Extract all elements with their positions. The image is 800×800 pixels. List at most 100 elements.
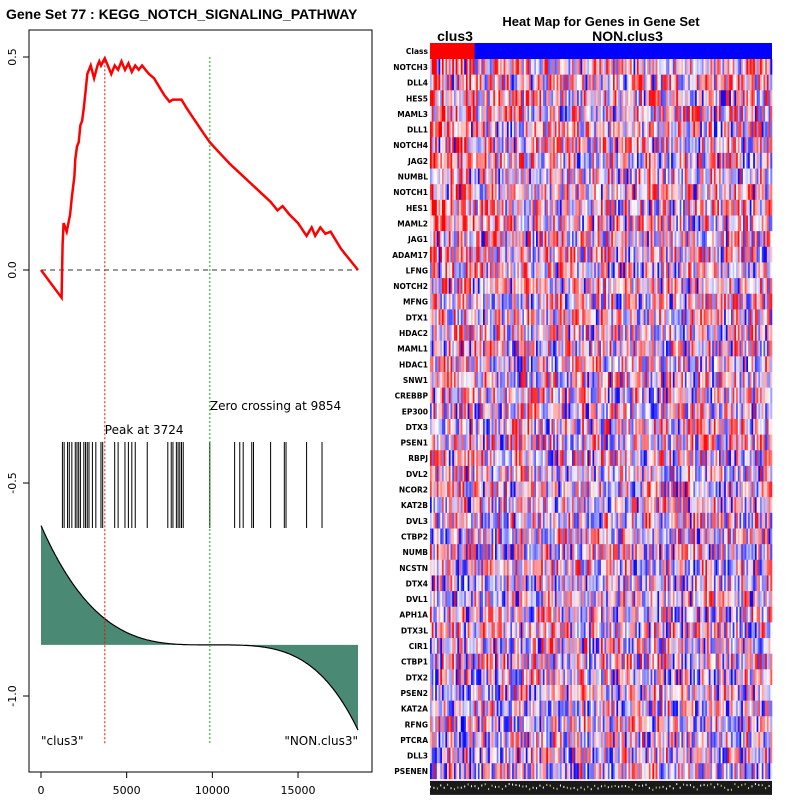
heatmap-cell: [539, 309, 542, 326]
heatmap-cell: [503, 121, 506, 138]
heatmap-cell: [573, 246, 576, 263]
heatmap-cell: [640, 137, 643, 154]
heatmap-cell: [512, 59, 515, 75]
heatmap-cell: [431, 309, 434, 326]
heatmap-cell: [768, 356, 771, 373]
heatmap-cell: [748, 356, 751, 373]
heatmap-cell: [756, 246, 759, 263]
heatmap-cell: [438, 105, 441, 122]
heatmap-cell: [611, 168, 614, 185]
heatmap-cell: [722, 262, 725, 279]
heatmap-cell: [715, 372, 718, 388]
heatmap-cell: [655, 372, 658, 388]
heatmap-cell: [660, 403, 663, 420]
heatmap-cell: [652, 246, 655, 263]
heatmap-cell: [614, 356, 617, 373]
heatmap-cell: [698, 403, 701, 420]
heatmap-cell: [614, 372, 617, 388]
heatmap-cell: [549, 137, 552, 154]
heatmap-cell: [760, 325, 763, 341]
heatmap-cell: [471, 262, 474, 279]
heatmap-cell: [534, 105, 537, 122]
heatmap-cell: [467, 184, 470, 201]
heatmap-cell: [536, 137, 539, 154]
heatmap-cell: [503, 231, 506, 248]
heatmap-cell: [498, 278, 501, 295]
heatmap-cell: [720, 59, 723, 75]
heatmap-cell: [590, 356, 593, 373]
heatmap-cell: [532, 184, 535, 201]
heatmap-cell: [580, 105, 583, 122]
heatmap-cell: [715, 403, 718, 420]
heatmap-cell: [512, 356, 515, 373]
heatmap-cell: [430, 372, 433, 388]
heatmap-cell: [566, 293, 569, 310]
heatmap-cell: [718, 293, 721, 310]
heatmap-cell: [654, 403, 657, 420]
heatmap-cell: [633, 340, 636, 357]
heatmap-cell: [679, 59, 682, 75]
heatmap-cell: [712, 231, 715, 248]
heatmap-cell: [563, 59, 566, 75]
heatmap-cell: [590, 152, 593, 169]
heatmap-cell: [436, 90, 439, 107]
heatmap-cell: [722, 293, 725, 310]
heatmap-cell: [450, 199, 453, 216]
heatmap-cell: [751, 184, 754, 201]
heatmap-cell: [529, 434, 532, 451]
heatmap-cell: [696, 293, 699, 310]
heatmap-cell: [599, 184, 602, 201]
heatmap-cell: [630, 152, 633, 169]
heatmap-cell: [558, 246, 561, 263]
heatmap-cell: [758, 231, 761, 248]
heatmap-cell: [496, 278, 499, 295]
heatmap-cell: [575, 105, 578, 122]
heatmap-cell: [742, 199, 745, 216]
heatmap-cell: [758, 262, 761, 279]
heatmap-cell: [676, 309, 679, 326]
heatmap-cell: [724, 262, 727, 279]
heatmap-cell: [582, 372, 585, 388]
heatmap-cell: [438, 309, 441, 326]
heatmap-cell: [462, 434, 465, 451]
heatmap-cell: [715, 184, 718, 201]
heatmap-cell: [698, 121, 701, 138]
heatmap-cell: [559, 152, 562, 169]
heatmap-cell: [683, 74, 686, 91]
heatmap-cell: [638, 403, 641, 420]
heatmap-cell: [430, 137, 433, 154]
heatmap-cell: [532, 278, 535, 295]
heatmap-cell: [650, 74, 653, 91]
heatmap-cell: [739, 387, 742, 404]
heatmap-cell: [471, 184, 474, 201]
heatmap-cell: [677, 387, 680, 404]
heatmap-cell: [445, 152, 448, 169]
heatmap-cell: [619, 434, 622, 451]
heatmap-cell: [537, 262, 540, 279]
heatmap-cell: [575, 152, 578, 169]
heatmap-cell: [445, 293, 448, 310]
heatmap-cell: [630, 59, 633, 75]
heatmap-cell: [445, 215, 448, 232]
heatmap-cell: [616, 372, 619, 388]
heatmap-cell: [474, 152, 477, 169]
heatmap-cell: [677, 152, 680, 169]
heatmap-cell: [616, 105, 619, 122]
heatmap-cell: [635, 168, 638, 185]
heatmap-cell: [537, 278, 540, 295]
heatmap-cell: [486, 278, 489, 295]
heatmap-cell: [546, 246, 549, 263]
heatmap-cell: [542, 231, 545, 248]
heatmap-cell: [436, 184, 439, 201]
heatmap-cell: [595, 262, 598, 279]
heatmap-cell: [541, 356, 544, 373]
heatmap-cell: [753, 199, 756, 216]
heatmap-cell: [628, 278, 631, 295]
heatmap-cell: [505, 434, 508, 451]
heatmap-cell: [448, 215, 451, 232]
heatmap-cell: [715, 215, 718, 232]
heatmap-cell: [630, 356, 633, 373]
heatmap-cell: [686, 387, 689, 404]
heatmap-cell: [479, 262, 482, 279]
heatmap-cell: [749, 262, 752, 279]
